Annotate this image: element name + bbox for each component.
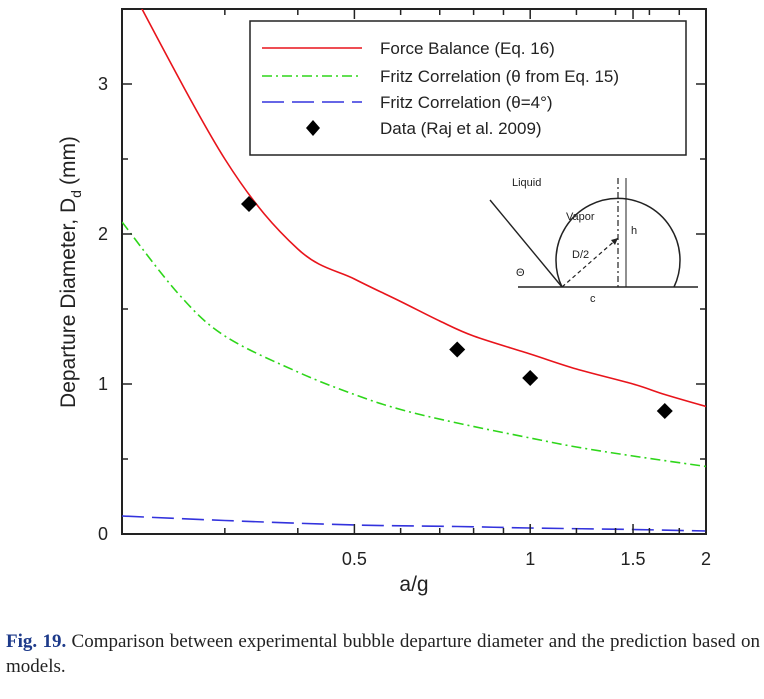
- legend-label-fritz-4deg: Fritz Correlation (θ=4°): [380, 93, 553, 112]
- series-layer: [122, 9, 706, 532]
- data-point-diamond: [656, 403, 673, 419]
- y-tick-label: 2: [98, 224, 108, 244]
- series-line-fritz-correlation-from-eq-15: [122, 221, 706, 468]
- legend-box: [249, 20, 687, 156]
- legend: Force Balance (Eq. 16) Fritz Correlation…: [249, 20, 687, 156]
- chart-figure: 0.5 1 1.5 2 0 1 2 3 a/g Departure Diameter, Dd (…: [57, 8, 711, 596]
- marker-layer: [241, 196, 673, 419]
- schematic-liquid-label: Liquid: [512, 177, 541, 189]
- schematic-angle-label: Θ: [516, 267, 525, 279]
- bubble-schematic: Liquid Vapor h D/2 Θ c: [489, 177, 698, 305]
- data-point-diamond: [522, 370, 539, 386]
- y-tick-label: 3: [98, 74, 108, 94]
- x-tick-label: 2: [701, 549, 711, 569]
- data-point-diamond: [241, 196, 258, 212]
- legend-label-fritz-eq15: Fritz Correlation (θ from Eq. 15): [380, 67, 619, 86]
- schematic-bubble: [555, 197, 681, 288]
- schematic-half-diameter-label: D/2: [572, 249, 589, 261]
- data-point-diamond: [449, 341, 466, 358]
- y-axis-title-main: Departure Diameter, D: [57, 198, 80, 408]
- figure-label: Fig. 19.: [6, 631, 67, 652]
- figure-caption: Fig. 19. Comparison between experimental…: [6, 629, 760, 679]
- schematic-h-label: h: [631, 225, 637, 237]
- series-line-force-balance-eq-16: [141, 9, 706, 408]
- series-line-fritz-correlation-4: [122, 515, 706, 532]
- schematic-contact-label: c: [590, 293, 596, 305]
- y-axis-title-subscript: d: [68, 190, 84, 198]
- x-tick-label: 1.5: [621, 549, 646, 569]
- y-tick-label: 0: [98, 524, 108, 544]
- figure-caption-text: Comparison between experimental bubble d…: [6, 631, 761, 677]
- x-tick-label: 0.5: [342, 549, 367, 569]
- y-axis-title-unit: (mm): [57, 136, 80, 185]
- tick-label-layer: 0.5 1 1.5 2 0 1 2 3: [98, 74, 711, 569]
- tick-layer: [122, 9, 707, 535]
- schematic-radius-line: [561, 237, 619, 288]
- y-tick-label: 1: [98, 374, 108, 394]
- legend-marker-data: [306, 120, 320, 136]
- x-tick-label: 1: [525, 549, 535, 569]
- schematic-contact-line: [489, 199, 563, 288]
- x-axis-title: a/g: [399, 573, 428, 596]
- y-axis-title: Departure Diameter, Dd (mm): [57, 136, 84, 408]
- schematic-radius-arrowhead: [611, 238, 618, 245]
- plot-frame: [121, 8, 707, 535]
- legend-label-force-balance: Force Balance (Eq. 16): [380, 39, 555, 58]
- legend-label-data: Data (Raj et al. 2009): [380, 119, 542, 138]
- schematic-vapor-label: Vapor: [566, 211, 595, 223]
